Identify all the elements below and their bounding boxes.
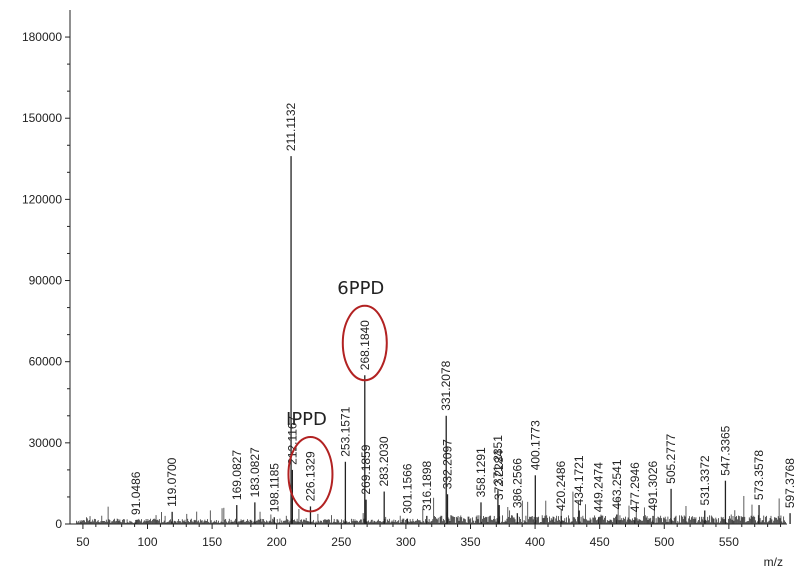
y-tick-label: 120000 — [22, 192, 62, 206]
y-tick-label: 90000 — [29, 274, 63, 288]
peak-label: 597.3768 — [783, 458, 797, 508]
peak-label: 211.1132 — [284, 102, 298, 151]
x-tick-label: 300 — [396, 535, 416, 549]
peak-label: 253.1571 — [338, 406, 352, 456]
y-tick-label: 150000 — [22, 111, 62, 125]
peak-label: 183.0827 — [248, 447, 262, 497]
x-axis-unit: m/z — [764, 555, 783, 569]
peak-label: 91.0486 — [129, 471, 143, 515]
peak-label: 169.0827 — [230, 450, 244, 500]
peak-label: 119.0700 — [165, 457, 179, 506]
x-tick-label: 450 — [590, 535, 610, 549]
peak-label: 505.2777 — [664, 433, 678, 483]
plot-area: 0 30000 60000 90000 120000 150000 180000 50 100 1… — [22, 10, 797, 569]
peak-label: 400.1773 — [528, 420, 542, 470]
peak-label: 491.3026 — [646, 461, 660, 511]
peak-label: 331.2078 — [439, 360, 453, 410]
peak-label: 269.1859 — [359, 444, 373, 494]
peak-label: 547.3365 — [718, 425, 732, 475]
peak-label: 283.2030 — [377, 436, 391, 486]
y-tick-label: 180000 — [22, 30, 62, 44]
peak-label: 386.2566 — [510, 458, 524, 508]
highlight-ellipse — [287, 436, 334, 513]
peak-label: 573.3578 — [752, 450, 766, 500]
peak-label: 420.2486 — [554, 461, 568, 511]
peak-label: 212.1167 — [285, 415, 299, 464]
peak-label: 301.1566 — [400, 463, 414, 513]
peak-label: 268.1840 — [358, 320, 372, 370]
y-tick-label: 30000 — [29, 436, 63, 450]
peak-label: 371.2351 — [491, 435, 505, 485]
peak-label: 198.1185 — [267, 463, 281, 512]
peak-label: 358.1291 — [474, 447, 488, 497]
y-tick-label: 60000 — [29, 355, 63, 369]
x-tick-label: 100 — [137, 535, 157, 549]
x-tick-label: 550 — [719, 535, 739, 549]
peak-lines — [135, 156, 791, 524]
y-tick-label: 0 — [55, 517, 62, 531]
peak-label: 477.2946 — [628, 462, 642, 512]
x-tick-label: 50 — [76, 535, 90, 549]
compound-annotation: 6PPD — [337, 278, 384, 299]
peak-label: 434.1721 — [572, 455, 586, 505]
compound-annotation: IPPD — [286, 409, 327, 430]
x-tick-label: 500 — [654, 535, 674, 549]
peak-label: 449.2474 — [592, 462, 606, 512]
x-tick-label: 400 — [525, 535, 545, 549]
x-tick-label: 250 — [331, 535, 351, 549]
highlight-ellipse — [341, 304, 388, 382]
x-tick-label: 350 — [460, 535, 480, 549]
x-tick-label: 200 — [267, 535, 287, 549]
peak-label: 463.2541 — [610, 459, 624, 509]
peak-label: 372.2284 — [492, 450, 506, 500]
peak-label: 531.3372 — [698, 455, 712, 505]
peak-labels: 91.0486 119.0700 169.0827 183.0827 198.1185 2… — [129, 102, 797, 514]
peak-label: 316.1898 — [420, 461, 434, 511]
x-tick-label: 150 — [202, 535, 222, 549]
peak-label: 226.1329 — [303, 451, 317, 501]
peak-label: 332.2097 — [441, 439, 455, 489]
